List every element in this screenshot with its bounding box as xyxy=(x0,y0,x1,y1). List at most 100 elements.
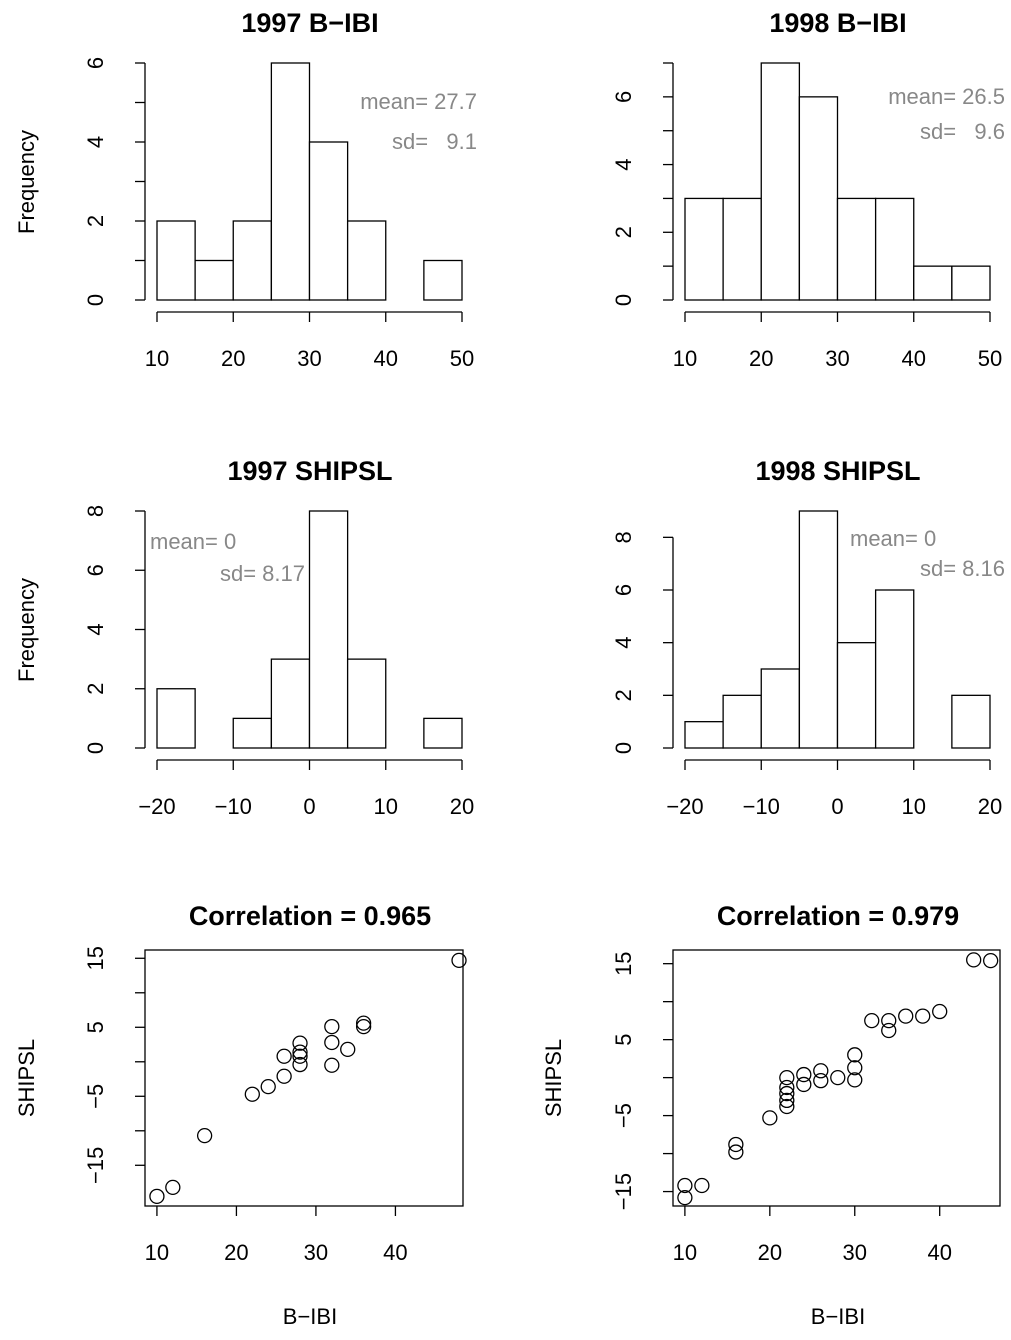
bar xyxy=(308,141,349,301)
plot-frame xyxy=(144,949,464,1207)
point xyxy=(796,1066,812,1083)
point xyxy=(292,1044,308,1060)
point xyxy=(728,1144,744,1160)
annotation: mean= 27.7 xyxy=(360,89,477,114)
point xyxy=(881,1022,897,1039)
x-tick-label: 20 xyxy=(221,346,245,371)
point xyxy=(813,1063,829,1079)
y-tick-label: 6 xyxy=(83,57,108,69)
bar xyxy=(874,197,915,301)
chart-title: 1997 SHIPSL xyxy=(227,456,392,486)
x-tick-label: −20 xyxy=(666,794,703,819)
x-tick-label: 40 xyxy=(374,346,398,371)
bar xyxy=(194,259,234,301)
point xyxy=(355,1015,372,1031)
y-tick-label: 2 xyxy=(83,215,108,227)
y-axis-label: SHIPSL xyxy=(541,1039,566,1117)
point xyxy=(966,952,982,968)
point xyxy=(796,1076,812,1093)
bar xyxy=(951,265,991,301)
bar xyxy=(913,265,953,301)
bar xyxy=(423,717,463,749)
bar xyxy=(684,721,724,749)
annotation: sd= 9.6 xyxy=(920,119,1005,144)
point xyxy=(728,1136,744,1153)
point xyxy=(292,1035,308,1051)
bar xyxy=(346,220,387,301)
y-tick-label: 4 xyxy=(83,623,108,635)
x-tick-label: −10 xyxy=(215,794,252,819)
point xyxy=(355,1018,372,1035)
x-tick-label: 30 xyxy=(297,346,321,371)
x-tick-label: 10 xyxy=(374,794,398,819)
chart-title: 1998 B−IBI xyxy=(769,8,906,38)
bar xyxy=(951,694,991,749)
bar xyxy=(232,220,273,301)
annotation: sd= 9.1 xyxy=(392,129,477,154)
chart-title: 1998 SHIPSL xyxy=(755,456,920,486)
bar xyxy=(156,688,196,749)
y-tick-label: 2 xyxy=(611,689,636,701)
point xyxy=(292,1048,308,1064)
point xyxy=(451,952,467,969)
x-tick-label: 20 xyxy=(450,794,474,819)
bar xyxy=(760,668,801,749)
y-tick-label: 4 xyxy=(83,136,108,148)
x-tick-label: −20 xyxy=(138,794,175,819)
y-tick-label: 4 xyxy=(611,637,636,649)
x-tick-label: 20 xyxy=(224,1240,248,1265)
bar xyxy=(722,694,762,749)
point xyxy=(915,1008,931,1024)
y-tick-label: 8 xyxy=(83,505,108,517)
y-tick-label: 0 xyxy=(611,742,636,754)
y-tick-label: 15 xyxy=(611,951,636,975)
point xyxy=(324,1034,340,1051)
point xyxy=(779,1085,795,1102)
bar xyxy=(423,259,463,301)
y-tick-label: −15 xyxy=(83,1147,108,1184)
chart-title: Correlation = 0.979 xyxy=(717,901,959,931)
y-axis-label: Frequency xyxy=(14,578,39,682)
point xyxy=(779,1092,795,1109)
annotation: mean= 0 xyxy=(850,526,936,551)
point xyxy=(847,1072,863,1088)
y-tick-label: −5 xyxy=(83,1084,108,1109)
bar xyxy=(270,62,311,301)
y-tick-label: −5 xyxy=(611,1103,636,1128)
bar xyxy=(836,197,877,301)
annotation: mean= 0 xyxy=(150,529,236,554)
point xyxy=(276,1068,292,1084)
x-tick-label: 30 xyxy=(304,1240,328,1265)
point xyxy=(292,1056,308,1073)
x-tick-label: 20 xyxy=(749,346,773,371)
y-tick-label: 0 xyxy=(611,294,636,306)
x-tick-label: 30 xyxy=(843,1240,867,1265)
x-tick-label: 30 xyxy=(825,346,849,371)
point xyxy=(694,1177,710,1194)
annotation: mean= 26.5 xyxy=(888,84,1005,109)
y-tick-label: −15 xyxy=(611,1173,636,1210)
bar xyxy=(232,717,273,749)
point xyxy=(932,1003,948,1020)
x-tick-label: 0 xyxy=(831,794,843,819)
point xyxy=(165,1179,181,1196)
x-tick-label: 20 xyxy=(978,794,1002,819)
chart-title: 1997 B−IBI xyxy=(241,8,378,38)
point xyxy=(847,1060,863,1076)
point xyxy=(762,1110,778,1126)
y-tick-label: 6 xyxy=(611,584,636,596)
x-tick-label: 10 xyxy=(145,1240,169,1265)
x-axis-label: B−IBI xyxy=(283,1304,337,1329)
bar xyxy=(874,589,915,749)
point xyxy=(779,1098,795,1115)
point xyxy=(324,1018,340,1035)
point xyxy=(324,1057,340,1073)
y-tick-label: 0 xyxy=(83,294,108,306)
annotation: sd= 8.16 xyxy=(920,556,1005,581)
bar xyxy=(836,642,877,749)
point xyxy=(276,1048,292,1064)
y-tick-label: 15 xyxy=(83,946,108,970)
x-axis-label: B−IBI xyxy=(811,1304,865,1329)
y-tick-label: 6 xyxy=(611,91,636,103)
